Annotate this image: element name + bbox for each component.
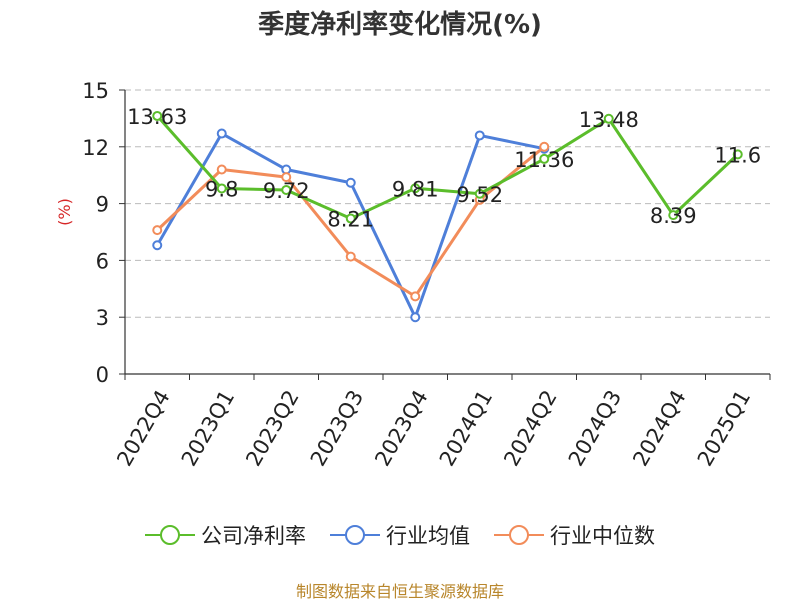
x-tick-label: 2022Q4: [112, 386, 174, 470]
y-tick-label: 0: [96, 363, 109, 387]
y-tick-label: 3: [96, 306, 109, 330]
chart-title: 季度净利率变化情况(%): [258, 10, 542, 40]
data-label: 13.63: [127, 105, 187, 129]
legend: 公司净利率 行业均值 行业中位数: [0, 520, 800, 550]
data-point: [474, 188, 485, 199]
legend-item-company[interactable]: 公司净利率: [145, 520, 306, 550]
y-tick-label: 6: [96, 249, 109, 273]
data-point: [410, 183, 421, 194]
data-point: [281, 184, 292, 195]
legend-label-company: 公司净利率: [201, 524, 306, 548]
data-point: [216, 164, 227, 175]
data-point: [345, 251, 356, 262]
data-point: [474, 130, 485, 141]
legend-marker-industry-median: [494, 525, 544, 545]
data-point: [345, 177, 356, 188]
x-tick-label: 2024Q1: [435, 386, 497, 470]
data-label: 9.72: [263, 179, 310, 203]
data-point: [732, 149, 743, 160]
legend-item-industry-median[interactable]: 行业中位数: [494, 520, 655, 550]
data-point: [281, 172, 292, 183]
legend-label-industry-mean: 行业均值: [386, 524, 470, 548]
data-label: 8.39: [650, 204, 697, 228]
data-label: 11.6: [714, 143, 761, 167]
data-label: 9.52: [456, 183, 503, 207]
legend-label-industry-median: 行业中位数: [550, 524, 655, 548]
x-tick-label: 2024Q3: [564, 386, 626, 470]
data-label: 11.36: [514, 148, 574, 172]
data-point: [216, 128, 227, 139]
y-tick-label: 15: [82, 79, 109, 103]
data-point: [410, 291, 421, 302]
data-point: [539, 141, 550, 152]
data-point: [410, 312, 421, 323]
x-tick-label: 2023Q4: [370, 386, 432, 470]
x-tick-label: 2023Q3: [306, 386, 368, 470]
legend-marker-industry-mean: [330, 525, 380, 545]
y-tick-label: 12: [82, 136, 109, 160]
data-point: [152, 225, 163, 236]
data-point: [345, 213, 356, 224]
data-source-note: 制图数据来自恒生聚源数据库: [295, 582, 504, 601]
y-axis-label: (%): [55, 198, 74, 226]
legend-item-industry-mean[interactable]: 行业均值: [330, 520, 470, 550]
data-point: [539, 153, 550, 164]
legend-marker-company: [145, 525, 195, 545]
y-tick-label: 9: [96, 193, 109, 217]
x-tick-label: 2025Q1: [693, 386, 755, 470]
x-tick-label: 2024Q2: [499, 386, 561, 470]
data-point: [152, 240, 163, 251]
data-label: 9.81: [392, 177, 439, 201]
x-tick-label: 2024Q4: [628, 386, 690, 470]
data-label: 8.21: [327, 208, 374, 232]
x-tick-label: 2023Q1: [177, 386, 239, 470]
data-label: 13.48: [579, 108, 639, 132]
series-line-0: [156, 114, 739, 221]
data-point: [603, 113, 614, 124]
data-point: [668, 210, 679, 221]
x-tick-label: 2023Q2: [241, 386, 303, 470]
data-point: [216, 183, 227, 194]
data-point: [152, 110, 163, 121]
data-label: 9.8: [205, 177, 238, 201]
